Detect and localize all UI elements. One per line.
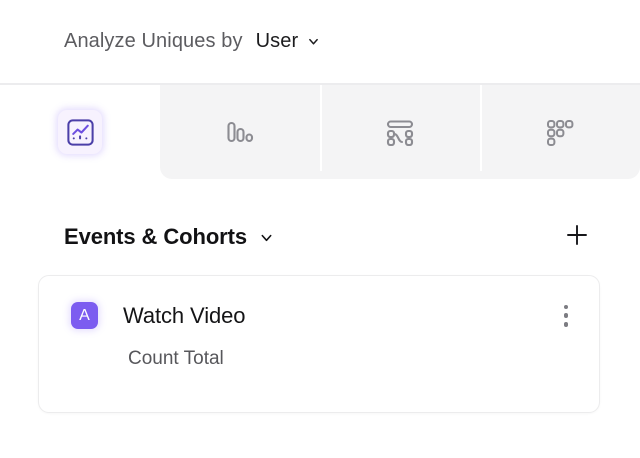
event-card[interactable]: A Watch Video Count Total (38, 275, 600, 413)
event-card-header: A Watch Video (39, 302, 599, 329)
add-event-button[interactable] (562, 222, 592, 252)
event-badge: A (71, 302, 98, 329)
event-title[interactable]: Watch Video (123, 302, 246, 328)
events-cohorts-section-header: Events & Cohorts (0, 222, 640, 252)
funnel-flow-icon (378, 110, 422, 154)
plus-icon (564, 222, 590, 253)
chevron-down-icon (260, 231, 273, 244)
tab-line-chart[interactable] (0, 85, 160, 179)
kebab-dot (563, 322, 569, 327)
tab-bar-chart[interactable] (160, 85, 320, 179)
line-chart-icon (58, 110, 102, 154)
analyze-label: Analyze Uniques by (64, 30, 243, 52)
tab-funnel-flow[interactable] (320, 85, 480, 179)
chevron-down-icon (308, 36, 319, 47)
kebab-dot (563, 304, 569, 309)
analyze-uniques-by-value: User (255, 30, 299, 52)
kebab-menu-icon[interactable] (555, 303, 577, 329)
analyze-header: Analyze Uniques by User (0, 0, 640, 85)
events-cohorts-toggle[interactable]: Events & Cohorts (64, 224, 273, 250)
retention-grid-icon (538, 110, 582, 154)
chart-type-tabbar (0, 85, 640, 179)
bar-chart-icon (218, 110, 262, 154)
tab-retention-grid[interactable] (480, 85, 640, 179)
kebab-dot (563, 313, 569, 318)
section-title: Events & Cohorts (64, 224, 247, 249)
analyze-uniques-by-dropdown[interactable]: User (256, 30, 320, 53)
event-measure[interactable]: Count Total (128, 348, 224, 369)
